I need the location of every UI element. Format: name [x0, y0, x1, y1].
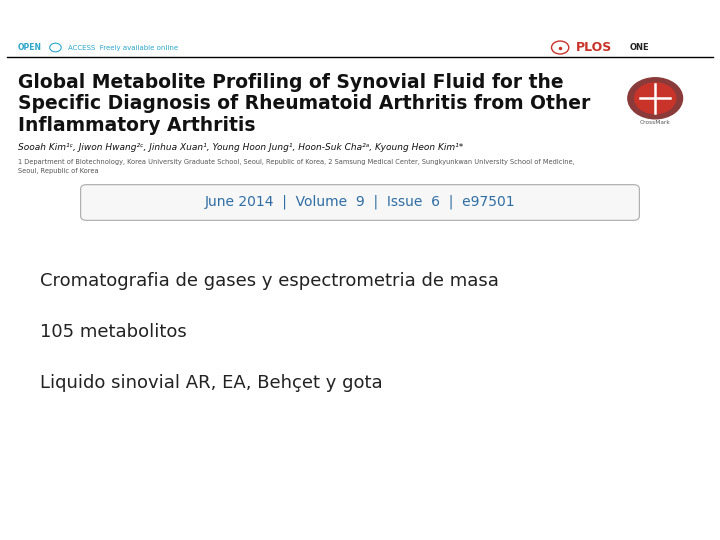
Text: Global Metabolite Profiling of Synovial Fluid for the: Global Metabolite Profiling of Synovial … [18, 72, 564, 92]
Circle shape [628, 78, 683, 119]
Text: 1 Department of Biotechnology, Korea University Graduate School, Seoul, Republic: 1 Department of Biotechnology, Korea Uni… [18, 159, 575, 165]
Text: CrossMark: CrossMark [640, 120, 670, 125]
Text: Sooah Kim¹ᶝ, Jiwon Hwang²ᶝ, Jinhua Xuan¹, Young Hoon Jung¹, Hoon-Suk Cha²ᵃ, Kyou: Sooah Kim¹ᶝ, Jiwon Hwang²ᶝ, Jinhua Xuan¹… [18, 143, 463, 152]
Text: 105 metabolitos: 105 metabolitos [40, 323, 186, 341]
FancyBboxPatch shape [81, 185, 639, 220]
Text: Cromatografia de gases y espectrometria de masa: Cromatografia de gases y espectrometria … [40, 272, 498, 290]
Text: Inflammatory Arthritis: Inflammatory Arthritis [18, 116, 256, 135]
Text: Specific Diagnosis of Rheumatoid Arthritis from Other: Specific Diagnosis of Rheumatoid Arthrit… [18, 94, 590, 113]
Text: Seoul, Republic of Korea: Seoul, Republic of Korea [18, 167, 99, 174]
Text: ACCESS  Freely available online: ACCESS Freely available online [68, 44, 179, 51]
Text: ONE: ONE [630, 43, 649, 52]
Text: Liquido sinovial AR, EA, Behçet y gota: Liquido sinovial AR, EA, Behçet y gota [40, 374, 382, 393]
Text: PLOS: PLOS [576, 41, 612, 54]
Text: June 2014  |  Volume  9  |  Issue  6  |  e97501: June 2014 | Volume 9 | Issue 6 | e97501 [204, 195, 516, 209]
Circle shape [635, 83, 676, 113]
Text: OPEN: OPEN [18, 43, 42, 52]
